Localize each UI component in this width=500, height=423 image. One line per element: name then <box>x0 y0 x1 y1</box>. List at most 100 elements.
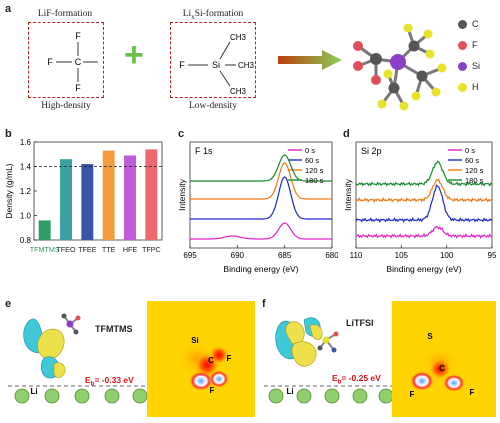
atom-f-bottom: F <box>75 83 81 93</box>
plot-frame-d <box>355 141 493 249</box>
legend-h: H <box>458 77 500 98</box>
atom-c-center: C <box>75 57 82 67</box>
lisi-formation-title: LixSi-formation <box>168 9 258 21</box>
xtick-label-c: 680 <box>325 251 338 260</box>
xlabel-d: Binding energy (eV) <box>386 264 461 274</box>
atom-f-left: F <box>47 57 53 67</box>
panel-label-a: a <box>5 3 12 15</box>
tfmtms-density-map: Si C F F <box>147 301 255 417</box>
lif-molecule-box <box>28 22 104 98</box>
lif-formation-title: LiF-formation <box>37 9 93 19</box>
series-line-d-1 <box>355 184 493 223</box>
lisi-title-sub: x <box>191 12 195 21</box>
atom-legend: C F Si H <box>458 14 500 98</box>
legend-label-c-1: 60 s <box>305 156 319 165</box>
bar-tfpc <box>145 149 158 240</box>
si-structure: F Si CH3 CH3 CH3 <box>179 33 254 96</box>
ytick-label-b: 1.6 <box>20 138 32 147</box>
si2p-xps-chart: 110 105 100 95 Binding energy (eV) Intensity S… <box>343 141 497 274</box>
xtick-label-b: TFEE <box>78 245 97 254</box>
map-e-si: Si <box>191 336 199 345</box>
map-f-s: S <box>427 332 433 341</box>
panel-label-e: e <box>5 298 12 310</box>
xlabel-c: Binding energy (eV) <box>223 264 298 274</box>
atom-f-top: F <box>75 31 81 41</box>
xtick-label-d: 110 <box>350 251 363 260</box>
eb-f-symbol: E <box>332 373 338 383</box>
legend-si-dot <box>458 62 467 72</box>
series-line-d-2 <box>355 178 493 203</box>
legend-c-dot <box>458 20 467 30</box>
bar-tfee <box>81 164 94 240</box>
series-line-c-2 <box>190 162 332 200</box>
atom-si-center: Si <box>212 60 220 70</box>
eb-e-symbol: E <box>85 375 91 385</box>
ylabel-c: Intensity <box>177 178 187 210</box>
ytick-label-b: 1.2 <box>20 187 32 196</box>
xtick-label-b: TFMTMS <box>30 245 60 254</box>
map-e-f1: F <box>227 354 232 363</box>
xtick-label-c: 695 <box>183 251 197 260</box>
legend-label-d-1: 60 s <box>465 156 479 165</box>
legend-label-d-3: 180 s <box>465 176 484 185</box>
eb-value-f: = -0.25 eV <box>341 373 381 383</box>
bar-tfmtms <box>38 220 51 240</box>
series-line-d-0 <box>355 226 493 239</box>
eb-sub-f: b <box>337 379 342 386</box>
plus-sign: + <box>124 36 144 74</box>
ytick-label-b: 1.0 <box>20 212 32 221</box>
eb-sub-e: b <box>90 381 95 388</box>
xtick-label-c: 685 <box>278 251 292 260</box>
legend-label-c-3: 180 s <box>305 176 324 185</box>
xtick-label-b: HFE <box>123 245 138 254</box>
plot-frame-c <box>189 141 333 249</box>
title-d: Si 2p <box>361 146 382 156</box>
xtick-label-b: TTE <box>102 245 116 254</box>
panel-label-b: b <box>5 128 12 140</box>
legend-f-dot <box>458 41 467 51</box>
litfsi-label: LiTFSI <box>346 318 374 328</box>
series-line-c-0 <box>190 222 332 240</box>
xtick-label-b: TFEO <box>56 245 76 254</box>
ylabel-d: Intensity <box>343 178 353 210</box>
map-f-f2: F <box>470 388 475 397</box>
reaction-arrow <box>278 50 342 70</box>
eb-value-e: = -0.33 eV <box>94 375 134 385</box>
series-line-c-3 <box>190 154 332 182</box>
legend-h-dot <box>458 83 467 93</box>
bar-tfeo <box>60 159 72 240</box>
map-e-c: C <box>208 356 214 365</box>
legend-label-c-2: 120 s <box>305 166 324 175</box>
xtick-label-d: 105 <box>395 251 409 260</box>
group-ch3-bottom: CH3 <box>230 87 247 96</box>
eb-litfsi: Eb= -0.25 eV <box>332 373 381 386</box>
legend-label-d-0: 0 s <box>465 146 475 155</box>
ylabel-b: Density (g/mL) <box>4 163 14 218</box>
tfmtms-3d-model <box>353 23 447 111</box>
legend-label-d-2: 120 s <box>465 166 484 175</box>
atom-f-si: F <box>179 60 185 70</box>
lisi-molecule-box <box>170 22 256 98</box>
map-f-c: C <box>439 364 445 373</box>
panel-label-f: f <box>262 298 266 310</box>
xtick-label-c: 690 <box>231 251 245 260</box>
legend-f: F <box>458 35 500 56</box>
lisi-title-rest: Si-formation <box>194 9 244 19</box>
panel-label-d: d <box>343 128 350 140</box>
li-label-e: Li <box>30 387 37 396</box>
high-density-caption: High-density <box>41 101 91 111</box>
ytick-label-b: 1.4 <box>20 163 32 172</box>
lisi-title-main: Li <box>182 9 192 19</box>
series-line-c-1 <box>190 176 332 220</box>
li-label-f: Li <box>286 387 293 396</box>
litfsi-charge-density: Li <box>264 317 392 404</box>
series-line-d-3 <box>355 160 493 187</box>
ytick-label-b: 0.8 <box>20 236 32 245</box>
bar-hfe <box>124 155 136 240</box>
legend-label-c-0: 0 s <box>305 146 315 155</box>
bar-tte <box>102 150 115 240</box>
xtick-label-d: 95 <box>488 251 497 260</box>
eb-tfmtms: Eb= -0.33 eV <box>85 375 134 388</box>
map-f-f1: F <box>410 390 415 399</box>
